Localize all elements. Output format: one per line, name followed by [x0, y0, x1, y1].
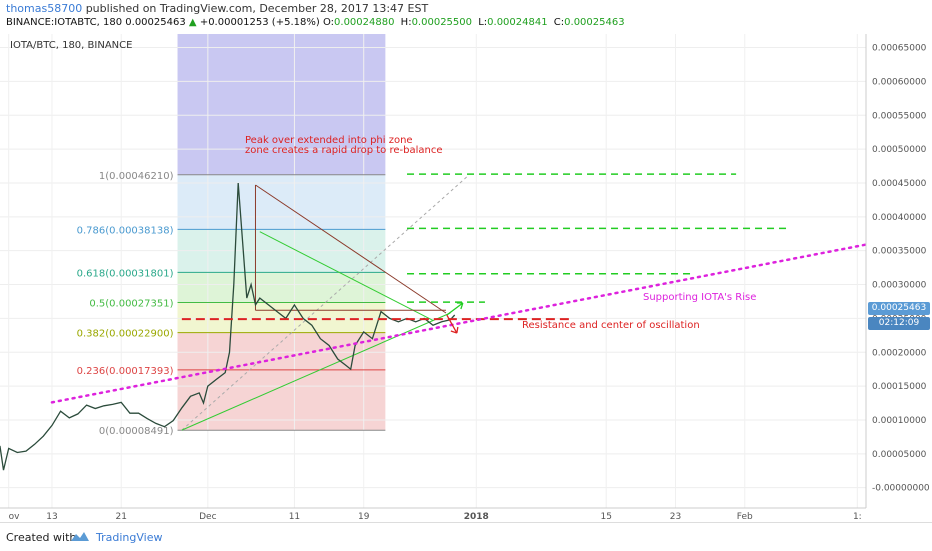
- open-value: 0.00024880: [334, 17, 395, 28]
- green-up-arrow-icon: [446, 302, 464, 316]
- high-label: H:: [400, 17, 412, 28]
- y-tick-label: -0.00000000: [872, 484, 930, 494]
- fib-band: [177, 369, 386, 431]
- tradingview-logo-icon: [71, 532, 89, 541]
- chart-annotation: Supporting IOTA's Rise: [643, 292, 756, 303]
- y-tick-label: 0.00010000: [872, 416, 927, 426]
- x-tick-label: 15: [600, 512, 611, 522]
- fib-level-label: 0.786(0.00038138): [77, 225, 174, 236]
- y-tick-label: 0.00040000: [872, 213, 927, 223]
- y-tick-label: 0.00035000: [872, 247, 927, 257]
- symbol-ohlc-line: BINANCE:IOTABTC, 180 0.00025463 ▲ +0.000…: [6, 17, 628, 28]
- up-arrow-icon: ▲: [188, 17, 197, 28]
- publish-line: thomas58700 published on TradingView.com…: [6, 2, 428, 15]
- fib-level-label: 0.5(0.00027351): [89, 298, 173, 309]
- price-chart[interactable]: 1(0.00046210) 0.786(0.00038138) 0.618(0.00…: [0, 0, 932, 522]
- x-tick-label: Dec: [199, 512, 216, 522]
- inner-trend-line: [259, 231, 434, 321]
- high-value: 0.00025500: [411, 17, 473, 28]
- x-tick-label: Feb: [737, 512, 753, 522]
- x-tick-label: 11: [289, 512, 300, 522]
- low-value: 0.00024841: [487, 17, 548, 28]
- fib-band: [177, 272, 386, 303]
- x-tick-label: ov: [9, 512, 21, 522]
- y-tick-label: 0.00055000: [872, 111, 927, 121]
- close-value: 0.00025463: [564, 17, 625, 28]
- created-with-label: Created with: [6, 531, 77, 544]
- published-text: published on TradingView.com, December 2…: [85, 2, 429, 15]
- chart-annotation: Resistance and center of oscillation: [522, 320, 700, 331]
- fib-level-label: 0.618(0.00031801): [77, 268, 174, 279]
- y-tick-label: 0.00030000: [872, 281, 927, 291]
- x-tick-label: 2018: [464, 512, 489, 522]
- green-trend-line: [181, 312, 451, 431]
- fib-level-label: 0(0.00008491): [99, 426, 174, 437]
- y-tick-label: 0.00060000: [872, 77, 927, 87]
- fib-diagonal-line: [181, 175, 468, 431]
- supporting-dotted-line: [50, 243, 868, 404]
- last-price-tag: 0.00025463: [868, 302, 930, 315]
- y-tick-label: 0.00020000: [872, 348, 927, 358]
- y-tick-label: 0.00045000: [872, 179, 927, 189]
- x-tick-label: 23: [670, 512, 681, 522]
- y-tick-label: 0.00050000: [872, 145, 927, 155]
- chart-tagline: IOTA/BTC, 180, BINANCE: [10, 40, 133, 51]
- username-link[interactable]: thomas58700: [6, 2, 83, 15]
- low-label: L:: [478, 17, 488, 28]
- x-tick-label: 21: [116, 512, 127, 522]
- open-label: O:: [322, 17, 335, 28]
- footer: Created with TradingView: [0, 522, 932, 551]
- fib-level-label: 0.236(0.00017393): [77, 366, 174, 377]
- y-tick-label: 0.00005000: [872, 450, 927, 460]
- fib-upper-band: [177, 34, 386, 175]
- x-tick-label: 19: [358, 512, 370, 522]
- fib-level-label: 0.382(0.00022900): [77, 329, 174, 340]
- symbol-label: BINANCE:IOTABTC, 180: [6, 17, 123, 28]
- fib-level-label: 1(0.00046210): [99, 171, 174, 182]
- y-tick-label: 0.00065000: [872, 44, 927, 54]
- last-price: 0.00025463: [125, 17, 186, 28]
- tradingview-brand-link[interactable]: TradingView: [96, 531, 163, 544]
- red-down-arrow-icon: [446, 314, 459, 334]
- countdown-tag: 02:12:09: [868, 317, 930, 330]
- fib-band: [177, 332, 386, 370]
- y-tick-label: 0.00015000: [872, 382, 927, 392]
- x-tick-label: 13: [46, 512, 57, 522]
- chart-annotation: Peak over extended into phi zone: [245, 135, 413, 146]
- close-label: C:: [553, 17, 565, 28]
- price-change: +0.00001253 (+5.18%): [199, 17, 320, 28]
- fib-band: [177, 302, 386, 333]
- x-tick-label: 1:: [853, 512, 862, 522]
- triangle-upper-line: [255, 184, 447, 314]
- chart-annotation: zone creates a rapid drop to re-balance: [245, 145, 443, 156]
